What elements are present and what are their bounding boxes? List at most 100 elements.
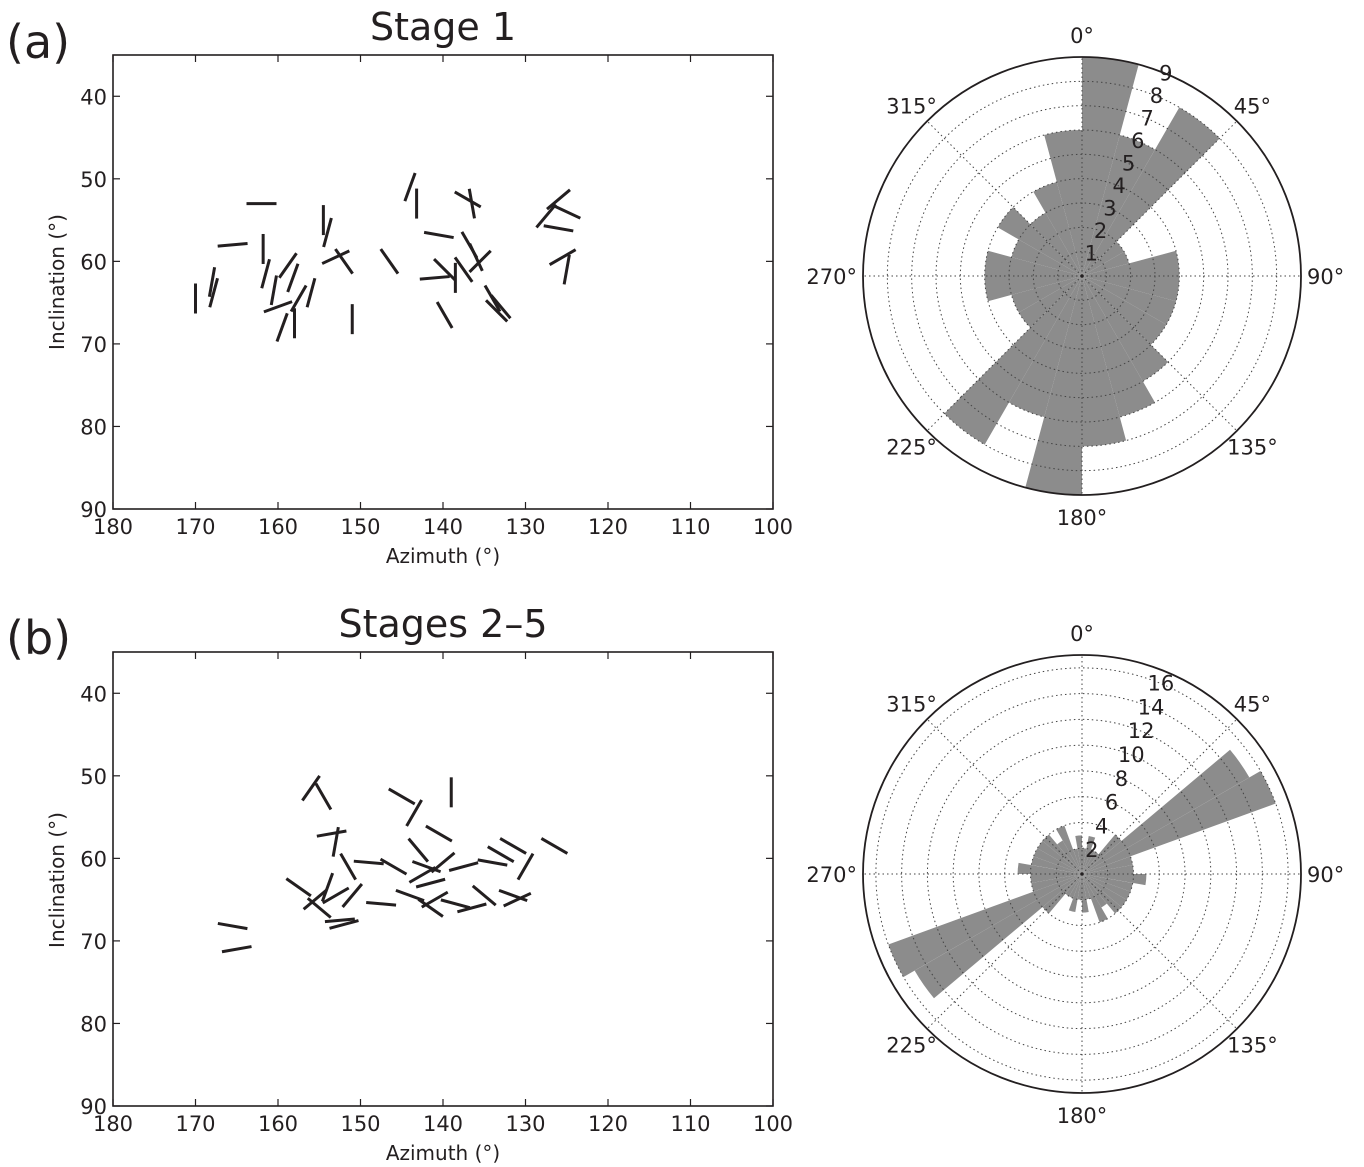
panel-a-ytick-label: 60 — [80, 250, 107, 274]
panel-b-xtick-label: 160 — [258, 1112, 298, 1136]
panel-b-rose-wedge — [1082, 865, 1134, 874]
panel-b-rose-wedge — [1082, 874, 1131, 900]
panel-b-segment — [285, 877, 312, 898]
panel-a-segment — [543, 224, 574, 233]
panel-b-xtick-label: 180 — [93, 1112, 133, 1136]
panel-a-xtick-label: 100 — [753, 515, 793, 539]
panel-a-rose-wedge — [1009, 276, 1082, 418]
panel-b-radial-tick-label: 2 — [1085, 838, 1098, 862]
panel-b-rose-outline — [862, 654, 1302, 1094]
panel-b-angle-label: 180° — [1057, 1104, 1108, 1128]
panel-a-segment — [435, 301, 454, 329]
panel-a-segment — [208, 277, 219, 308]
panel-b-rose-wedge — [1068, 874, 1082, 913]
panel-b-angular-grid — [1081, 873, 1238, 1030]
panel-b-rose-wedge — [1065, 874, 1082, 897]
panel-b-xtick-label: 110 — [670, 1112, 710, 1136]
panel-b-segment — [415, 877, 446, 889]
panel-b-xtick-label: 130 — [505, 1112, 545, 1136]
panel-a-angle-label: 135° — [1227, 435, 1278, 459]
panel-b-segment — [440, 898, 471, 910]
panel-a-segment — [278, 252, 298, 279]
panel-b-segment — [408, 866, 437, 884]
panel-a-tag: (a) — [6, 15, 70, 69]
panel-a-segment — [260, 258, 271, 289]
panel-a-ytick-label: 50 — [80, 168, 107, 192]
panel-a-segment — [453, 256, 474, 283]
panel-a-segment — [403, 172, 417, 202]
panel-a-segment — [552, 204, 581, 220]
panel-b-segment — [487, 845, 515, 864]
panel-a-segment — [468, 243, 484, 272]
panel-b-segment — [477, 858, 508, 867]
panel-b-segment — [379, 857, 408, 876]
panel-b-radial-tick-label: 14 — [1138, 695, 1165, 719]
panel-a-scatter-plot: 180 170 160 150 140 130 120 110 100 40 50 60 70 80 90 — [80, 54, 793, 539]
panel-b-ytick-label: 90 — [80, 1095, 107, 1119]
panel-a-radial-grid — [984, 178, 1180, 374]
panel-a-angle-label: 180° — [1057, 506, 1108, 530]
panel-a-xtick-label: 150 — [340, 515, 380, 539]
panel-a-radial-tick-label: 5 — [1122, 152, 1135, 176]
panel-b-rose-wedge — [1082, 874, 1089, 913]
panel-b-radial-tick-label: 6 — [1105, 791, 1118, 815]
panel-b-rose-wedge — [1082, 848, 1087, 874]
panel-b-segment — [301, 775, 321, 802]
panel-b-segment — [417, 898, 444, 918]
panel-b-segment — [407, 837, 430, 863]
panel-b-rose-center — [1080, 872, 1084, 876]
panel-a-angular-grid — [926, 120, 1083, 277]
panel-a-ytick-label: 90 — [80, 498, 107, 522]
panel-a-radial-tick-label: 9 — [1159, 62, 1172, 86]
panel-b-rose-wedge — [1082, 835, 1096, 874]
panel-b-angle-label: 270° — [806, 863, 857, 887]
panel-b-angle-label: 90° — [1307, 863, 1344, 887]
panel-b-rose-wedge — [1030, 874, 1082, 883]
panel-a-radial-grid — [911, 105, 1253, 447]
panel-a-xlabel: Azimuth (°) — [386, 544, 500, 568]
panel-a-radial-tick-label: 7 — [1140, 107, 1153, 131]
panel-a-segment — [419, 275, 450, 281]
panel-b-rose-wedge — [1082, 770, 1276, 874]
panel-b-segment — [322, 886, 350, 905]
panel-b-rose-wedge — [1031, 856, 1082, 874]
panel-b-rose-wedge — [1057, 840, 1082, 874]
panel-a-segment — [423, 230, 454, 240]
panel-b-rose-wedge — [1075, 835, 1082, 874]
panel-a-rose-wedge — [1082, 276, 1155, 418]
panel-a-segment — [454, 190, 482, 209]
panel-b-rose-wedge — [1082, 749, 1250, 874]
panel-a-segment — [275, 312, 289, 343]
panel-b-rose-wedge — [1031, 874, 1082, 892]
panel-a-rose-wedge — [1082, 276, 1180, 302]
panel-a-angle-label: 45° — [1234, 95, 1271, 119]
panel-a-segment — [305, 277, 317, 308]
panel-b-segment — [516, 852, 535, 881]
panel-b-rose-wedge — [1073, 848, 1082, 874]
panel-b-rose-wedge — [1082, 849, 1095, 874]
panel-a-rose-wedge — [1082, 107, 1220, 276]
panel-b: (b) Stages 2–5 180 170 160 150 140 130 120 110 1… — [6, 602, 1344, 1165]
panel-a-xtick-label: 170 — [175, 515, 215, 539]
panel-b-xtick-label: 140 — [423, 1112, 463, 1136]
panel-b-xtick-label: 170 — [175, 1112, 215, 1136]
panel-a-segment — [467, 188, 476, 219]
panel-a-rose-wedge — [1033, 181, 1082, 276]
panel-a-radial-grid — [1032, 226, 1132, 326]
panel-a-ylabel: Inclination (°) — [45, 214, 69, 350]
panel-b-rose-wedge — [1082, 856, 1133, 874]
panel-a-angle-label: 90° — [1307, 265, 1344, 289]
panel-b-segment — [314, 782, 333, 811]
panel-a: (a) Stage 1 180 170 160 150 140 130 120 110 1004… — [6, 5, 1344, 568]
panel-b-segment — [405, 799, 423, 827]
panel-b-segment — [331, 826, 340, 857]
panel-b-segment — [425, 824, 453, 843]
panel-b-scatter-title: Stages 2–5 — [338, 602, 547, 646]
panel-a-rose-wedge — [1082, 276, 1169, 382]
panel-a-segment — [322, 217, 333, 248]
panel-a-segment — [468, 249, 492, 274]
panel-b-radial-grid — [952, 744, 1212, 1004]
